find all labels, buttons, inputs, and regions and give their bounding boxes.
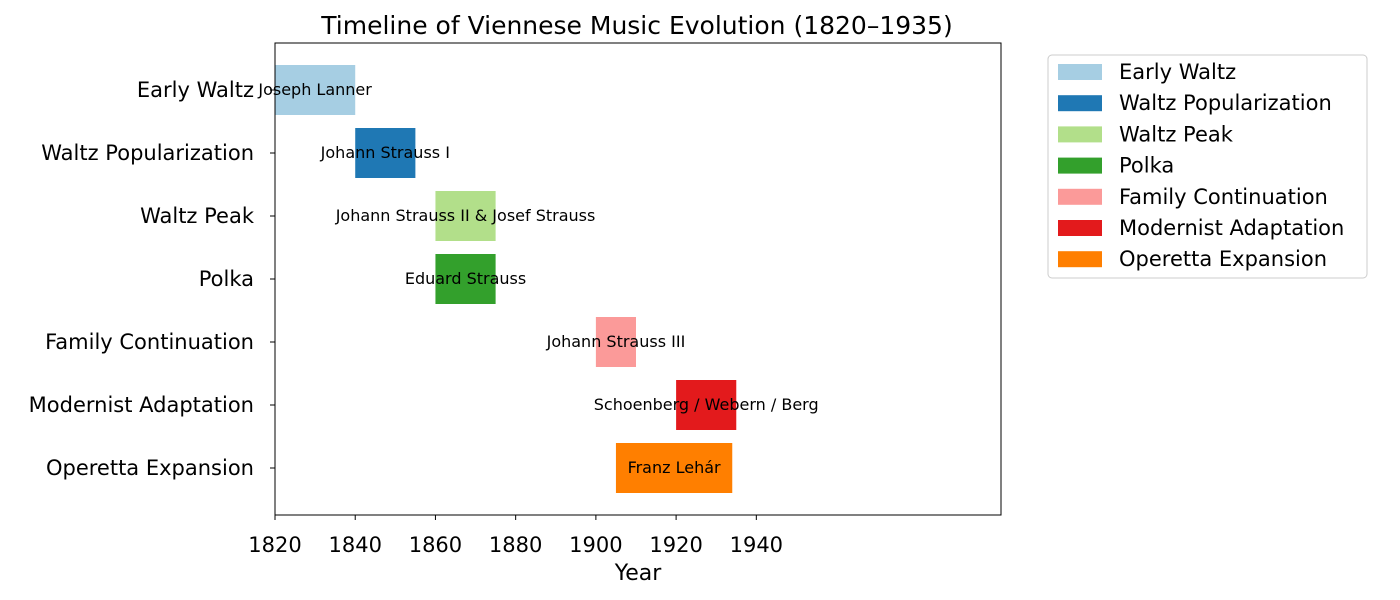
x-axis: 1820 1840 1860 1880 1900 1920 1940 — [248, 515, 783, 557]
legend-item-label: Operetta Expansion — [1119, 247, 1327, 271]
bar-waltz-peak — [435, 191, 496, 241]
y-tick-label: Polka — [199, 267, 254, 291]
bar-label: Johann Strauss II & Josef Strauss — [335, 206, 596, 225]
bar-early-waltz — [275, 65, 356, 115]
legend-swatch — [1058, 95, 1102, 112]
bar-label: Johann Strauss III — [546, 332, 686, 351]
legend-item-label: Polka — [1119, 154, 1174, 178]
legend-item-label: Waltz Popularization — [1119, 91, 1332, 115]
x-tick-label: 1920 — [649, 533, 702, 557]
legend: Early Waltz Waltz Popularization Waltz Pea… — [1047, 54, 1368, 279]
y-tick-label: Waltz Peak — [140, 204, 255, 228]
bars-layer — [275, 65, 737, 493]
legend-swatch — [1058, 157, 1102, 174]
x-tick-label: 1880 — [489, 533, 542, 557]
x-tick-label: 1860 — [409, 533, 462, 557]
y-tick-label: Modernist Adaptation — [29, 393, 254, 417]
y-tick-label: Operetta Expansion — [46, 456, 254, 480]
bar-waltz-popularization — [355, 128, 416, 178]
x-tick-label: 1940 — [730, 533, 783, 557]
bar-label: Eduard Strauss — [405, 269, 526, 288]
x-axis-label: Year — [614, 561, 663, 586]
bar-label: Joseph Lanner — [257, 80, 372, 99]
y-axis: Early Waltz Waltz Popularization Waltz Pea… — [29, 78, 275, 480]
bar-labels-layer: Joseph Lanner Johann Strauss I Johann Stra… — [257, 80, 818, 477]
legend-item-label: Early Waltz — [1119, 60, 1236, 84]
y-tick-label: Family Continuation — [45, 330, 254, 354]
legend-item-label: Waltz Peak — [1119, 122, 1234, 146]
legend-item-label: Family Continuation — [1119, 185, 1328, 209]
bar-modernist-adaptation — [676, 380, 737, 430]
legend-swatch — [1058, 64, 1102, 80]
x-tick-label: 1900 — [569, 533, 622, 557]
bar-family-continuation — [595, 317, 636, 367]
y-tick-label: Early Waltz — [137, 78, 254, 102]
legend-item-label: Modernist Adaptation — [1119, 216, 1344, 240]
bar-operetta-expansion — [615, 443, 733, 493]
chart-title: Timeline of Viennese Music Evolution (18… — [320, 11, 952, 40]
legend-swatch — [1058, 220, 1102, 236]
legend-frame — [1047, 54, 1368, 279]
x-tick-label: 1820 — [248, 533, 301, 557]
legend-swatch — [1058, 188, 1102, 205]
bar-label: Johann Strauss I — [320, 143, 450, 162]
legend-swatch — [1058, 126, 1102, 143]
legend-swatch — [1058, 251, 1102, 268]
y-tick-label: Waltz Popularization — [41, 141, 254, 165]
bar-polka — [435, 254, 496, 304]
x-tick-label: 1840 — [328, 533, 381, 557]
bar-label: Schoenberg / Webern / Berg — [594, 395, 819, 414]
bar-label: Franz Lehár — [628, 458, 721, 477]
